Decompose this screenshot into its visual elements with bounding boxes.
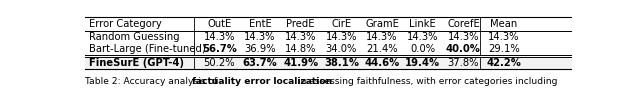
Text: 38.1%: 38.1% bbox=[324, 58, 359, 68]
Text: OutE: OutE bbox=[207, 19, 232, 29]
Text: 14.3%: 14.3% bbox=[204, 32, 235, 42]
Text: FineSurE (GPT-4): FineSurE (GPT-4) bbox=[89, 58, 184, 68]
Text: 21.4%: 21.4% bbox=[366, 44, 398, 54]
Text: in assessing faithfulness, with error categories including: in assessing faithfulness, with error ca… bbox=[294, 77, 557, 86]
Text: 14.3%: 14.3% bbox=[488, 32, 520, 42]
Text: 42.2%: 42.2% bbox=[486, 58, 522, 68]
Text: 19.4%: 19.4% bbox=[405, 58, 440, 68]
Text: 14.3%: 14.3% bbox=[285, 32, 316, 42]
Text: Table 2: Accuracy analysis of: Table 2: Accuracy analysis of bbox=[85, 77, 220, 86]
Text: 14.3%: 14.3% bbox=[447, 32, 479, 42]
Text: 14.3%: 14.3% bbox=[326, 32, 357, 42]
Text: 63.7%: 63.7% bbox=[243, 58, 277, 68]
Text: EntE: EntE bbox=[249, 19, 271, 29]
Text: Random Guessing: Random Guessing bbox=[89, 32, 180, 42]
Text: GramE: GramE bbox=[365, 19, 399, 29]
Text: 36.9%: 36.9% bbox=[244, 44, 276, 54]
Text: CirE: CirE bbox=[332, 19, 351, 29]
Text: PredE: PredE bbox=[287, 19, 315, 29]
Text: 37.8%: 37.8% bbox=[447, 58, 479, 68]
Text: 50.2%: 50.2% bbox=[204, 58, 235, 68]
Text: 14.8%: 14.8% bbox=[285, 44, 316, 54]
Text: 29.1%: 29.1% bbox=[488, 44, 520, 54]
Text: 44.6%: 44.6% bbox=[364, 58, 400, 68]
Text: 40.0%: 40.0% bbox=[446, 44, 481, 54]
Text: 0.0%: 0.0% bbox=[410, 44, 435, 54]
Text: 14.3%: 14.3% bbox=[366, 32, 398, 42]
Text: Error Category: Error Category bbox=[89, 19, 162, 29]
Text: 14.3%: 14.3% bbox=[407, 32, 438, 42]
Text: factuality error localization: factuality error localization bbox=[191, 77, 332, 86]
Text: Bart-Large (Fine-tuned): Bart-Large (Fine-tuned) bbox=[89, 44, 205, 54]
Text: 56.7%: 56.7% bbox=[202, 44, 237, 54]
Text: CorefE: CorefE bbox=[447, 19, 480, 29]
Text: Mean: Mean bbox=[490, 19, 518, 29]
Text: 34.0%: 34.0% bbox=[326, 44, 357, 54]
Text: 41.9%: 41.9% bbox=[283, 58, 318, 68]
Text: 14.3%: 14.3% bbox=[244, 32, 276, 42]
Text: LinkE: LinkE bbox=[410, 19, 436, 29]
